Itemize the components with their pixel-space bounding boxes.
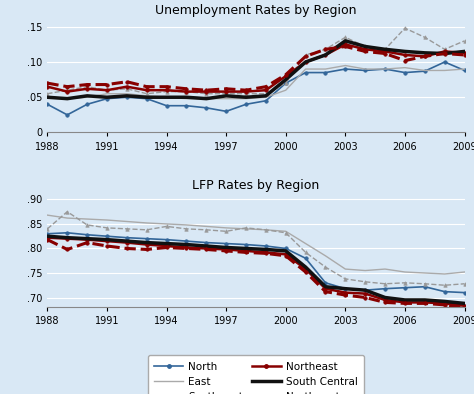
Title: LFP Rates by Region: LFP Rates by Region: [192, 179, 319, 192]
Legend: North, East, Southwest, Northeast, South Central, Northwest: North, East, Southwest, Northeast, South…: [148, 355, 364, 394]
Title: Unemployment Rates by Region: Unemployment Rates by Region: [155, 4, 357, 17]
